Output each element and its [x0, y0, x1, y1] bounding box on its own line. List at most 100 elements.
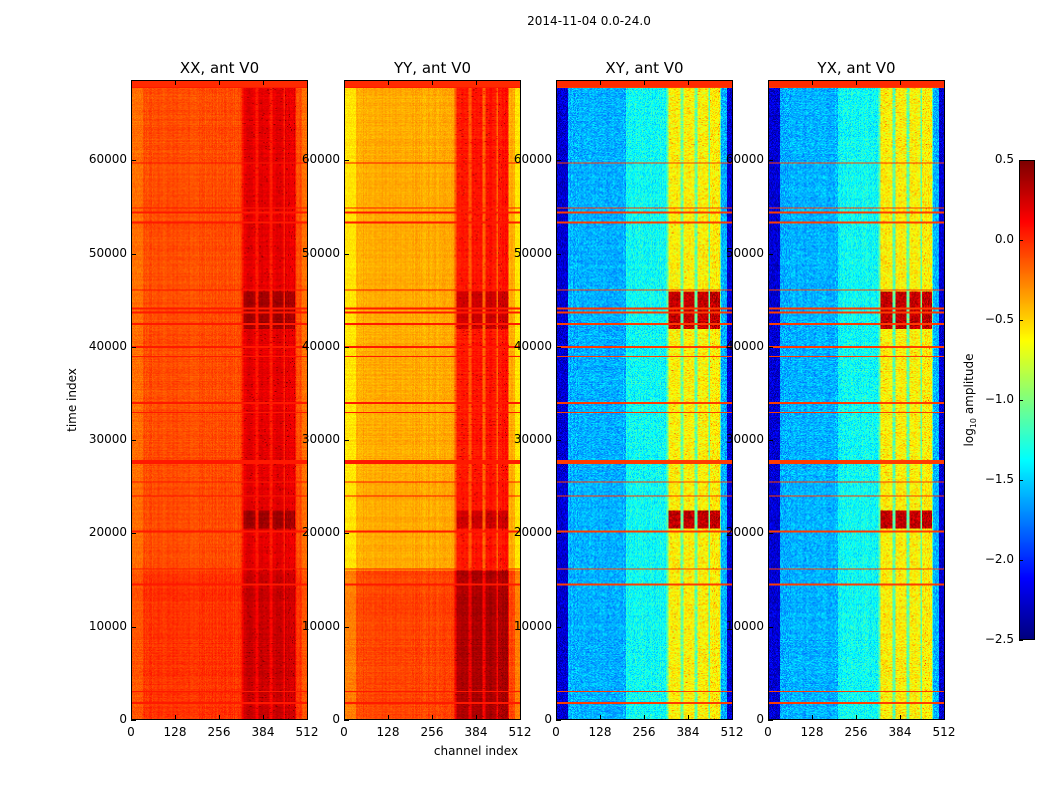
- panel-title: YY, ant V0: [393, 59, 471, 77]
- y-tick-label: 40000: [513, 338, 552, 353]
- colorbar-label-suffix: amplitude: [961, 353, 976, 418]
- y-tick-mark: [131, 440, 136, 442]
- y-tick-label: 40000: [725, 338, 764, 353]
- panel-title: YX, ant V0: [817, 59, 896, 77]
- y-tick-mark: [768, 626, 773, 628]
- y-tick-mark: [131, 346, 136, 348]
- x-tick-mark: [944, 80, 945, 85]
- x-tick-mark: [131, 715, 132, 720]
- y-tick-mark: [131, 253, 136, 255]
- colorbar-tick-mark: [1019, 480, 1023, 481]
- x-tick-label: 256: [632, 725, 656, 739]
- x-tick-mark: [476, 715, 477, 720]
- y-tick-mark: [131, 626, 136, 628]
- heatmap-panel: [768, 80, 945, 720]
- x-tick-mark: [768, 80, 769, 85]
- x-tick-label: 256: [207, 725, 231, 739]
- colorbar-tick-label: −2.0: [984, 552, 1014, 566]
- x-tick-mark: [600, 80, 601, 85]
- y-tick-mark: [344, 626, 349, 628]
- y-tick-mark: [768, 720, 773, 721]
- x-tick-label: 384: [251, 725, 275, 739]
- x-tick-mark: [175, 80, 176, 85]
- colorbar-tick-label: −2.5: [984, 632, 1014, 646]
- y-tick-label: 10000: [725, 618, 764, 633]
- y-tick-mark: [556, 626, 561, 628]
- y-tick-label: 50000: [88, 245, 127, 260]
- x-tick-mark: [388, 80, 389, 85]
- y-tick-mark: [131, 160, 136, 162]
- y-tick-label: 60000: [88, 152, 127, 167]
- y-tick-mark: [768, 160, 773, 162]
- x-tick-label: 384: [464, 725, 488, 739]
- y-tick-mark: [556, 440, 561, 442]
- x-tick-label: 384: [888, 725, 912, 739]
- x-tick-mark: [732, 80, 733, 85]
- y-tick-label: 50000: [725, 245, 764, 260]
- colorbar-tick-mark: [1019, 160, 1023, 161]
- heatmap-panel: [131, 80, 308, 720]
- x-tick-label: 128: [163, 725, 187, 739]
- colorbar-tick-label: −0.5: [984, 312, 1014, 326]
- y-tick-label: 0: [119, 712, 127, 726]
- y-tick-mark: [344, 533, 349, 535]
- y-tick-label: 10000: [513, 618, 552, 633]
- x-tick-mark: [600, 715, 601, 720]
- x-tick-mark: [812, 80, 813, 85]
- colorbar-tick-mark: [1019, 400, 1023, 401]
- colorbar-tick-label: 0.5: [994, 152, 1014, 166]
- y-tick-mark: [556, 160, 561, 162]
- y-tick-label: 40000: [88, 338, 127, 353]
- x-tick-mark: [556, 715, 557, 720]
- x-tick-label: 512: [720, 725, 744, 739]
- x-tick-mark: [432, 80, 433, 85]
- x-tick-mark: [520, 80, 521, 85]
- x-tick-label: 512: [508, 725, 532, 739]
- x-tick-mark: [307, 715, 308, 720]
- y-tick-label: 0: [756, 712, 764, 726]
- y-tick-mark: [344, 160, 349, 162]
- colorbar-tick-mark: [1019, 240, 1023, 241]
- x-tick-label: 512: [932, 725, 956, 739]
- x-tick-mark: [644, 715, 645, 720]
- heatmap-panel: [344, 80, 521, 720]
- x-tick-mark: [263, 80, 264, 85]
- x-tick-mark: [944, 715, 945, 720]
- y-tick-label: 30000: [725, 432, 764, 447]
- y-tick-label: 10000: [301, 618, 340, 633]
- y-tick-label: 20000: [88, 525, 127, 540]
- y-tick-mark: [768, 253, 773, 255]
- y-tick-mark: [768, 346, 773, 348]
- x-tick-label: 128: [588, 725, 612, 739]
- panel-title: XX, ant V0: [179, 59, 260, 77]
- y-axis-label: time index: [65, 368, 79, 432]
- y-tick-mark: [344, 440, 349, 442]
- y-tick-mark: [131, 720, 136, 721]
- colorbar-tick-label: 0.0: [994, 232, 1014, 246]
- x-tick-label: 256: [420, 725, 444, 739]
- y-tick-label: 0: [332, 712, 340, 726]
- y-tick-label: 60000: [513, 152, 552, 167]
- x-tick-mark: [131, 80, 132, 85]
- y-tick-mark: [768, 533, 773, 535]
- x-tick-label: 128: [800, 725, 824, 739]
- colorbar-tick-label: −1.0: [984, 392, 1014, 406]
- y-tick-label: 20000: [725, 525, 764, 540]
- y-tick-label: 50000: [513, 245, 552, 260]
- y-tick-mark: [344, 720, 349, 721]
- x-tick-mark: [688, 715, 689, 720]
- x-tick-mark: [812, 715, 813, 720]
- x-tick-mark: [900, 80, 901, 85]
- y-tick-label: 50000: [301, 245, 340, 260]
- x-tick-mark: [644, 80, 645, 85]
- y-tick-label: 30000: [88, 432, 127, 447]
- x-tick-mark: [175, 715, 176, 720]
- y-tick-mark: [556, 720, 561, 721]
- y-tick-label: 0: [544, 712, 552, 726]
- y-tick-label: 10000: [88, 618, 127, 633]
- x-tick-label: 128: [376, 725, 400, 739]
- x-tick-mark: [388, 715, 389, 720]
- heatmap-panel: [556, 80, 733, 720]
- colorbar-tick-mark: [1019, 320, 1023, 321]
